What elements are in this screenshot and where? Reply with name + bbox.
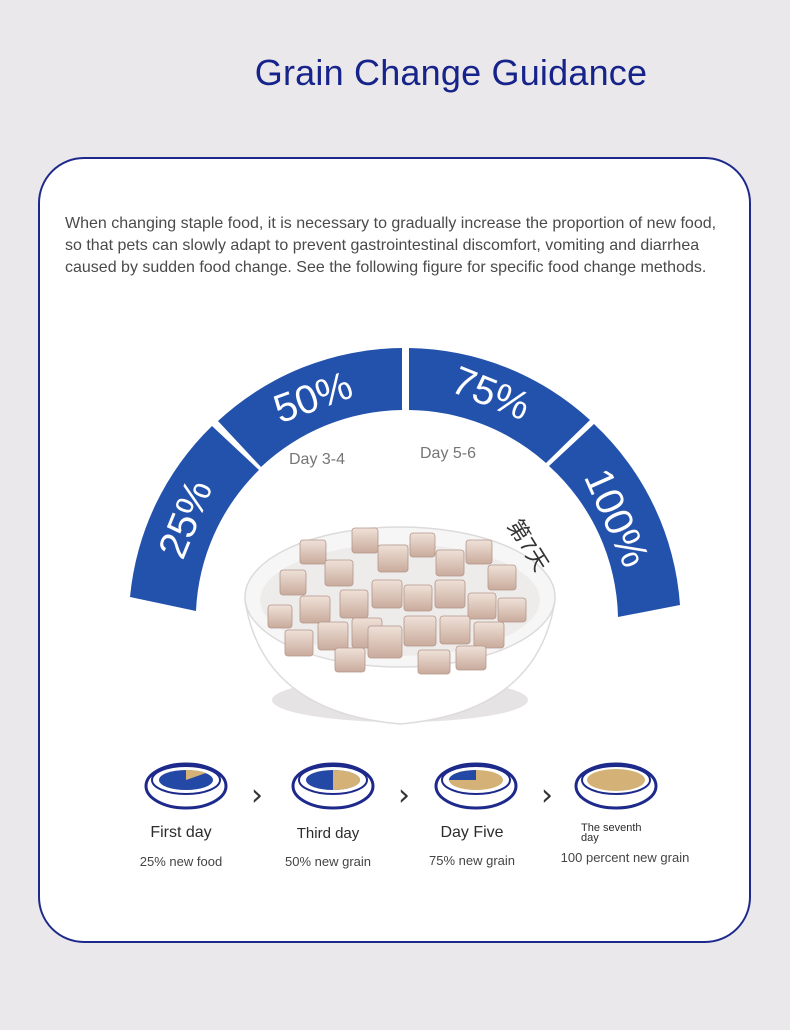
step-name: Third day (296, 825, 360, 842)
step-seventh-day: The seventh day 100 percent new grain (550, 822, 700, 866)
step-desc: 75% new grain (429, 853, 515, 868)
arc-segment-75 (409, 348, 590, 463)
step-desc: 25% new food (139, 854, 223, 869)
food-bowl-image (244, 526, 556, 725)
step-day-five: Day Five 75% new grain (397, 824, 547, 868)
day-label-5-6: Day 5-6 (420, 445, 477, 462)
food-bowl-icon (144, 762, 228, 810)
step-name: First day (150, 824, 212, 841)
chevron-right-icon: › (541, 778, 553, 813)
food-bowl-icon (291, 762, 375, 810)
food-bowl-icon (434, 762, 518, 810)
step-name: The seventh day (581, 822, 642, 844)
chevron-right-icon: › (398, 778, 410, 813)
page-title: Grain Change Guidance (254, 52, 648, 93)
arc-segment-25 (130, 426, 259, 611)
step-desc: 100 percent new grain (560, 850, 690, 865)
step-desc: 50% new grain (285, 854, 371, 869)
day-label-3-4: Day 3-4 (289, 451, 346, 468)
chevron-right-icon: › (251, 778, 263, 813)
step-name: Day Five (440, 824, 504, 841)
arc-segment-50 (218, 348, 402, 467)
food-bowl-icon (574, 762, 658, 810)
arc-segment-100 (549, 424, 680, 617)
intro-text: When changing staple food, it is necessa… (65, 215, 717, 276)
step-first-day: First day 25% new food (106, 824, 256, 869)
step-third-day: Third day 50% new grain (253, 825, 403, 869)
